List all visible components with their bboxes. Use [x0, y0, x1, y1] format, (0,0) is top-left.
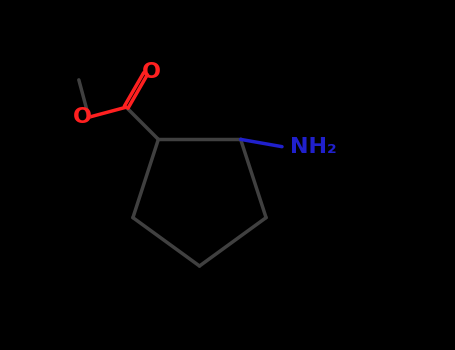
Text: O: O: [142, 62, 162, 82]
Text: O: O: [73, 106, 92, 126]
Text: NH₂: NH₂: [290, 136, 336, 157]
